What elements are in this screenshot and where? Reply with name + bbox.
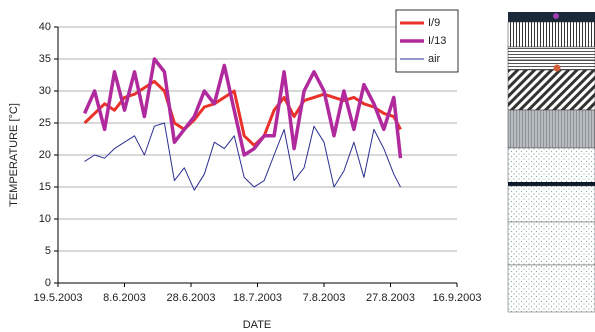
x-axis-label: DATE xyxy=(243,319,272,331)
x-tick-label: 18.7.2003 xyxy=(233,292,282,304)
y-tick-label: 40 xyxy=(39,21,51,33)
y-tick-label: 35 xyxy=(39,53,51,65)
x-tick-label: 8.6.2003 xyxy=(103,292,146,304)
y-tick-label: 0 xyxy=(45,277,51,289)
y-tick-label: 20 xyxy=(39,149,51,161)
x-tick-label: 27.8.2003 xyxy=(366,292,415,304)
soil-profile xyxy=(507,12,595,313)
x-tick-label: 19.5.2003 xyxy=(34,292,83,304)
y-tick-label: 15 xyxy=(39,181,51,193)
series-line xyxy=(84,122,401,191)
series-line xyxy=(83,57,403,159)
x-tick-label: 28.6.2003 xyxy=(167,292,216,304)
legend-label: I/9 xyxy=(428,17,440,29)
y-axis-label: TEMPERATURE [°C] xyxy=(8,103,20,207)
y-tick-label: 25 xyxy=(39,117,51,129)
legend-label: I/13 xyxy=(428,35,446,47)
x-tick-label: 7.8.2003 xyxy=(303,292,346,304)
x-tick-label: 16.9.2003 xyxy=(433,292,482,304)
y-tick-label: 5 xyxy=(45,245,51,257)
y-tick-label: 30 xyxy=(39,85,51,97)
legend-label: air xyxy=(428,53,441,65)
y-tick-label: 10 xyxy=(39,213,51,225)
